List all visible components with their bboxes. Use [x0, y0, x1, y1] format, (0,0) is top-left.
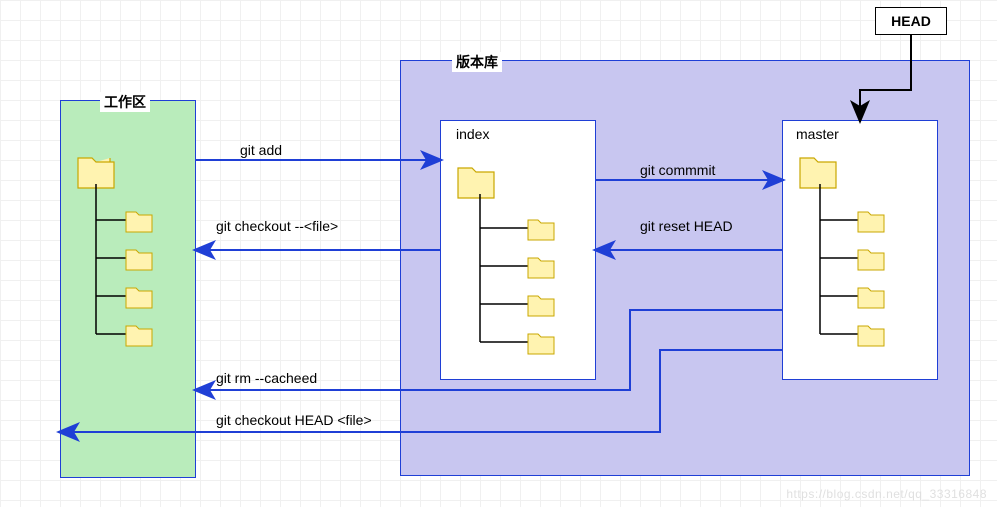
master-box: [782, 120, 938, 380]
label-git-checkout-head: git checkout HEAD <file>: [216, 412, 372, 428]
label-git-checkout-file: git checkout --<file>: [216, 218, 338, 234]
head-box: HEAD: [875, 7, 947, 35]
label-git-add: git add: [240, 142, 282, 158]
work-title: 工作区: [100, 92, 150, 112]
watermark: https://blog.csdn.net/qq_33316848: [786, 487, 987, 501]
repo-title: 版本库: [452, 52, 502, 72]
index-box: [440, 120, 596, 380]
work-box: [60, 100, 196, 478]
index-title: index: [456, 126, 489, 142]
head-label: HEAD: [891, 13, 931, 29]
label-git-rm-cached: git rm --cacheed: [216, 370, 317, 386]
label-git-commit: git commmit: [640, 162, 715, 178]
label-git-reset-head: git reset HEAD: [640, 218, 733, 234]
master-title: master: [796, 126, 839, 142]
